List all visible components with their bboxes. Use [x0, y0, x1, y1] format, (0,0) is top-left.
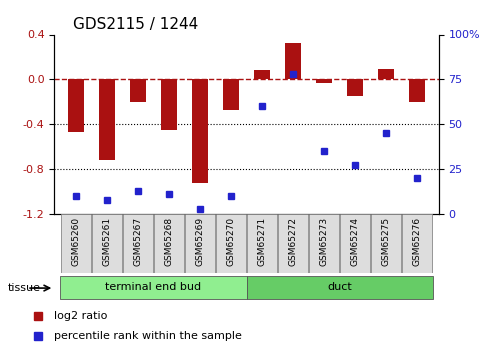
Text: terminal end bud: terminal end bud: [106, 282, 202, 292]
Bar: [223, 79, 239, 110]
FancyBboxPatch shape: [309, 214, 339, 273]
Text: GSM65260: GSM65260: [71, 217, 80, 266]
FancyBboxPatch shape: [246, 276, 432, 299]
Text: GSM65276: GSM65276: [413, 217, 422, 266]
Text: GSM65275: GSM65275: [382, 217, 390, 266]
Bar: [378, 69, 394, 79]
Text: GSM65274: GSM65274: [351, 217, 359, 266]
Text: GSM65272: GSM65272: [288, 217, 297, 266]
Bar: [254, 70, 270, 79]
FancyBboxPatch shape: [216, 214, 246, 273]
FancyBboxPatch shape: [61, 214, 91, 273]
Text: GDS2115 / 1244: GDS2115 / 1244: [73, 17, 199, 32]
Text: GSM65273: GSM65273: [319, 217, 328, 266]
Bar: [68, 79, 84, 132]
FancyBboxPatch shape: [247, 214, 277, 273]
FancyBboxPatch shape: [340, 214, 370, 273]
Text: GSM65268: GSM65268: [165, 217, 174, 266]
FancyBboxPatch shape: [278, 214, 308, 273]
Text: GSM65270: GSM65270: [226, 217, 236, 266]
Bar: [285, 43, 301, 79]
Text: tissue: tissue: [7, 283, 40, 293]
FancyBboxPatch shape: [402, 214, 432, 273]
Bar: [161, 79, 176, 130]
Text: GSM65267: GSM65267: [134, 217, 142, 266]
Bar: [130, 79, 146, 102]
FancyBboxPatch shape: [92, 214, 122, 273]
Bar: [409, 79, 425, 102]
Text: duct: duct: [327, 282, 352, 292]
FancyBboxPatch shape: [371, 214, 401, 273]
Text: percentile rank within the sample: percentile rank within the sample: [54, 331, 242, 341]
FancyBboxPatch shape: [154, 214, 184, 273]
Text: GSM65269: GSM65269: [196, 217, 205, 266]
Bar: [99, 79, 115, 160]
Text: GSM65261: GSM65261: [103, 217, 111, 266]
FancyBboxPatch shape: [185, 214, 215, 273]
FancyBboxPatch shape: [61, 276, 246, 299]
Text: log2 ratio: log2 ratio: [54, 312, 107, 322]
FancyBboxPatch shape: [123, 214, 153, 273]
Bar: [317, 79, 332, 83]
Bar: [347, 79, 363, 96]
Text: GSM65271: GSM65271: [257, 217, 267, 266]
Bar: [192, 79, 208, 183]
